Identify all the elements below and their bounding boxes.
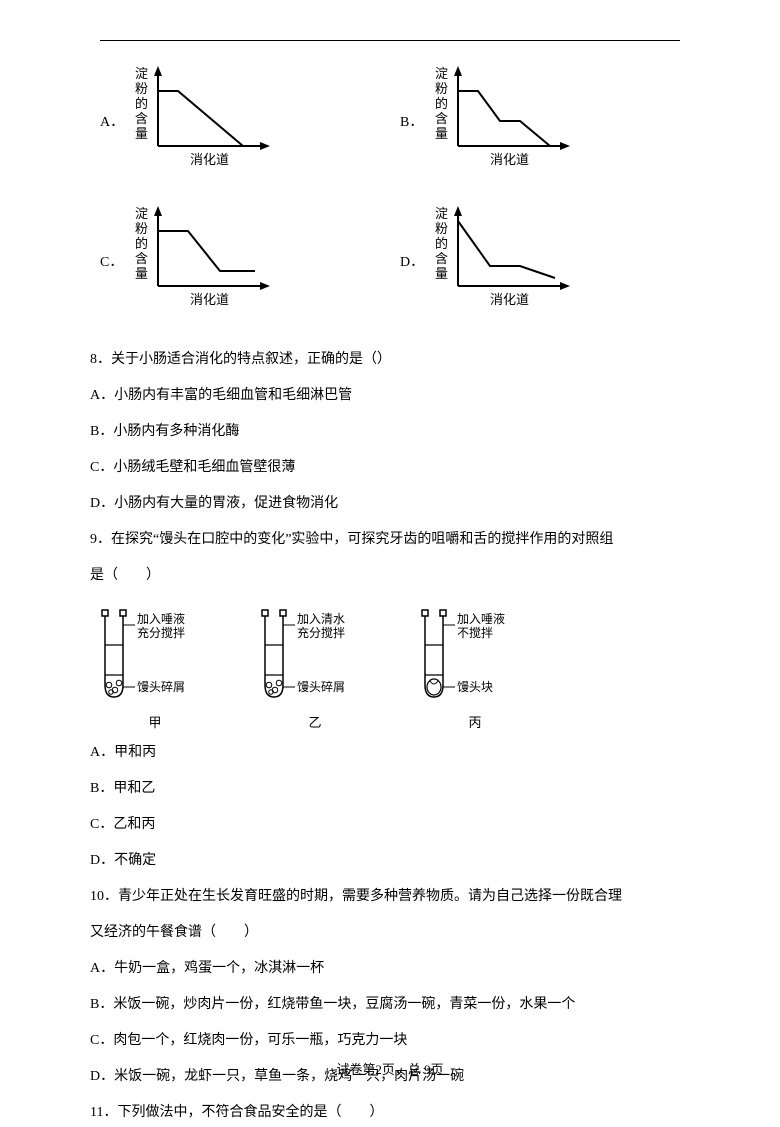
tube-content: 馒头块 xyxy=(457,680,493,694)
q9-b: B．甲和乙 xyxy=(90,775,690,803)
tubes-row: 加入唾液 充分搅拌 馒头碎屑 甲 加入清水 充分搅拌 馒头碎屑 xyxy=(100,605,690,731)
q8-d: D．小肠内有大量的胃液，促进食物消化 xyxy=(90,490,690,518)
q9-a: A．甲和丙 xyxy=(90,739,690,767)
option-letter-c: C． xyxy=(100,251,120,271)
tube-jia: 加入唾液 充分搅拌 馒头碎屑 甲 xyxy=(100,605,210,731)
chart-option-a: A． 淀 粉 的 含 量 消化道 xyxy=(100,66,280,176)
chart-c: 淀 粉 的 含 量 消化道 xyxy=(130,206,280,316)
chart-a: 淀 粉 的 含 量 消化道 xyxy=(130,66,280,176)
q10-b: B．米饭一碗，炒肉片一份，红烧带鱼一块，豆腐汤一碗，青菜一份，水果一个 xyxy=(90,991,690,1019)
ylabel-char: 含 xyxy=(135,111,148,126)
y-arrow xyxy=(154,66,162,76)
option-letter-d: D． xyxy=(400,251,420,271)
ylabel-char: 粉 xyxy=(135,221,148,236)
q8-a: A．小肠内有丰富的毛细血管和毛细淋巴管 xyxy=(90,382,690,410)
ylabel-char: 淀 xyxy=(135,66,148,81)
ylabel-char: 含 xyxy=(435,111,448,126)
xlabel: 消化道 xyxy=(490,292,529,307)
ylabel-char: 含 xyxy=(135,251,148,266)
xlabel: 消化道 xyxy=(190,152,229,167)
tube-bing-svg: 加入唾液 不搅拌 馒头块 xyxy=(420,605,530,710)
q8-c: C．小肠绒毛壁和毛细血管壁很薄 xyxy=(90,454,690,482)
chart-b: 淀 粉 的 含 量 消化道 xyxy=(430,66,580,176)
xlabel: 消化道 xyxy=(190,292,229,307)
q9-d: D．不确定 xyxy=(90,847,690,875)
q9-stem1: 9．在探究“馒头在口腔中的变化”实验中，可探究牙齿的咀嚼和舌的搅拌作用的对照组 xyxy=(90,526,690,554)
x-arrow xyxy=(260,282,270,290)
q10-stem1: 10．青少年正处在生长发育旺盛的时期，需要多种营养物质。请为自己选择一份既合理 xyxy=(90,883,690,911)
ylabel-char: 粉 xyxy=(435,221,448,236)
y-arrow xyxy=(154,206,162,216)
x-arrow xyxy=(560,142,570,150)
tube-outline xyxy=(265,616,283,697)
option-letter-b: B． xyxy=(400,111,420,131)
chart-d: 淀 粉 的 含 量 消化道 xyxy=(430,206,580,316)
tube-outline xyxy=(105,616,123,697)
ylabel-char: 的 xyxy=(435,236,448,251)
curve-b xyxy=(458,91,550,146)
tube-jia-svg: 加入唾液 充分搅拌 馒头碎屑 xyxy=(100,605,210,710)
ylabel-char: 量 xyxy=(135,126,148,141)
q10-stem2: 又经济的午餐食谱（ ） xyxy=(90,919,690,947)
chart-option-b: B． 淀 粉 的 含 量 消化道 xyxy=(400,66,580,176)
ylabel-char: 淀 xyxy=(435,206,448,221)
chart-row-cd: C． 淀 粉 的 含 量 消化道 D． 淀 粉 的 含 量 消化道 xyxy=(90,206,690,316)
tube-text2: 充分搅拌 xyxy=(297,625,345,640)
tube-text2: 不搅拌 xyxy=(457,625,493,640)
q10-a: A．牛奶一盒，鸡蛋一个，冰淇淋一杯 xyxy=(90,955,690,983)
q8-stem: 8．关于小肠适合消化的特点叙述，正确的是（） xyxy=(90,346,690,374)
chart-option-d: D． 淀 粉 的 含 量 消化道 xyxy=(400,206,580,316)
x-arrow xyxy=(260,142,270,150)
page-footer: 试卷第2页，总 9页 xyxy=(0,1059,780,1078)
block-icon xyxy=(427,679,441,695)
q10-c: C．肉包一个，红烧肉一份，可乐一瓶，巧克力一块 xyxy=(90,1027,690,1055)
crumbs-icon xyxy=(266,680,282,694)
xlabel: 消化道 xyxy=(490,152,529,167)
ylabel-char: 含 xyxy=(435,251,448,266)
tube-yi: 加入清水 充分搅拌 馒头碎屑 乙 xyxy=(260,605,370,731)
y-arrow xyxy=(454,66,462,76)
tube-text2: 充分搅拌 xyxy=(137,625,185,640)
tube-label-yi: 乙 xyxy=(308,712,321,731)
tube-text1: 加入唾液 xyxy=(137,611,185,626)
tube-text1: 加入唾液 xyxy=(457,611,505,626)
option-letter-a: A． xyxy=(100,111,120,131)
q9-c: C．乙和丙 xyxy=(90,811,690,839)
page-top-rule xyxy=(100,40,680,41)
y-arrow xyxy=(454,206,462,216)
crumbs-icon xyxy=(106,680,122,694)
ylabel-char: 粉 xyxy=(435,81,448,96)
ylabel-char: 的 xyxy=(435,96,448,111)
q8-b: B．小肠内有多种消化酶 xyxy=(90,418,690,446)
ylabel-char: 量 xyxy=(135,266,148,281)
chart-option-c: C． 淀 粉 的 含 量 消化道 xyxy=(100,206,280,316)
q11-stem: 11．下列做法中，不符合食品安全的是（ ） xyxy=(90,1099,690,1127)
chart-row-ab: A． 淀 粉 的 含 量 消化道 B． 淀 粉 的 含 量 消化道 xyxy=(90,66,690,176)
ylabel-char: 量 xyxy=(435,266,448,281)
curve-c xyxy=(158,231,255,271)
tube-label-jia: 甲 xyxy=(148,712,161,731)
ylabel-char: 粉 xyxy=(135,81,148,96)
curve-a xyxy=(158,91,243,146)
ylabel-char: 的 xyxy=(135,236,148,251)
tube-bing: 加入唾液 不搅拌 馒头块 丙 xyxy=(420,605,530,731)
tube-text1: 加入清水 xyxy=(297,612,345,626)
tube-yi-svg: 加入清水 充分搅拌 馒头碎屑 xyxy=(260,605,370,710)
x-arrow xyxy=(560,282,570,290)
q9-stem2: 是（ ） xyxy=(90,562,690,590)
ylabel-char: 量 xyxy=(435,126,448,141)
tube-label-bing: 丙 xyxy=(468,712,481,731)
ylabel-char: 淀 xyxy=(435,66,448,81)
tube-content: 馒头碎屑 xyxy=(137,679,185,694)
ylabel-char: 淀 xyxy=(135,206,148,221)
tube-content: 馒头碎屑 xyxy=(297,679,345,694)
ylabel-char: 的 xyxy=(135,96,148,111)
curve-d xyxy=(458,221,555,278)
